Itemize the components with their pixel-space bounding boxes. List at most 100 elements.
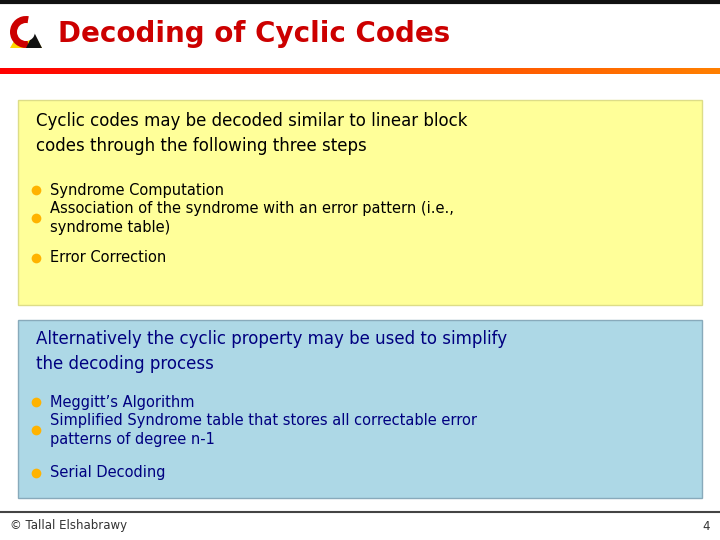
FancyBboxPatch shape bbox=[420, 68, 423, 74]
FancyBboxPatch shape bbox=[708, 68, 711, 74]
FancyBboxPatch shape bbox=[286, 68, 288, 74]
FancyBboxPatch shape bbox=[418, 68, 420, 74]
FancyBboxPatch shape bbox=[60, 68, 63, 74]
FancyBboxPatch shape bbox=[374, 68, 377, 74]
FancyBboxPatch shape bbox=[149, 68, 151, 74]
FancyBboxPatch shape bbox=[34, 68, 36, 74]
FancyBboxPatch shape bbox=[9, 68, 12, 74]
FancyBboxPatch shape bbox=[631, 68, 634, 74]
FancyBboxPatch shape bbox=[482, 68, 485, 74]
FancyBboxPatch shape bbox=[480, 68, 482, 74]
FancyBboxPatch shape bbox=[466, 68, 468, 74]
FancyBboxPatch shape bbox=[91, 68, 94, 74]
FancyBboxPatch shape bbox=[569, 68, 571, 74]
FancyBboxPatch shape bbox=[199, 68, 202, 74]
FancyBboxPatch shape bbox=[607, 68, 610, 74]
Text: Alternatively the cyclic property may be used to simplify
the decoding process: Alternatively the cyclic property may be… bbox=[36, 330, 507, 373]
FancyBboxPatch shape bbox=[650, 68, 653, 74]
FancyBboxPatch shape bbox=[12, 68, 14, 74]
FancyBboxPatch shape bbox=[578, 68, 581, 74]
FancyBboxPatch shape bbox=[120, 68, 122, 74]
FancyBboxPatch shape bbox=[178, 68, 180, 74]
FancyBboxPatch shape bbox=[77, 68, 79, 74]
Text: Meggitt’s Algorithm: Meggitt’s Algorithm bbox=[50, 395, 194, 409]
FancyBboxPatch shape bbox=[549, 68, 552, 74]
FancyBboxPatch shape bbox=[0, 0, 720, 68]
FancyBboxPatch shape bbox=[396, 68, 398, 74]
FancyBboxPatch shape bbox=[43, 68, 45, 74]
FancyBboxPatch shape bbox=[410, 68, 413, 74]
FancyBboxPatch shape bbox=[675, 68, 677, 74]
FancyBboxPatch shape bbox=[113, 68, 115, 74]
FancyBboxPatch shape bbox=[161, 68, 163, 74]
FancyBboxPatch shape bbox=[639, 68, 641, 74]
FancyBboxPatch shape bbox=[624, 68, 626, 74]
FancyBboxPatch shape bbox=[86, 68, 89, 74]
FancyBboxPatch shape bbox=[567, 68, 569, 74]
FancyBboxPatch shape bbox=[94, 68, 96, 74]
FancyBboxPatch shape bbox=[677, 68, 679, 74]
FancyBboxPatch shape bbox=[513, 68, 516, 74]
FancyBboxPatch shape bbox=[300, 68, 302, 74]
FancyBboxPatch shape bbox=[233, 68, 235, 74]
FancyBboxPatch shape bbox=[158, 68, 161, 74]
FancyBboxPatch shape bbox=[19, 68, 22, 74]
FancyBboxPatch shape bbox=[617, 68, 619, 74]
FancyBboxPatch shape bbox=[626, 68, 629, 74]
FancyBboxPatch shape bbox=[326, 68, 329, 74]
FancyBboxPatch shape bbox=[142, 68, 144, 74]
FancyBboxPatch shape bbox=[171, 68, 173, 74]
FancyBboxPatch shape bbox=[106, 68, 108, 74]
FancyBboxPatch shape bbox=[317, 68, 319, 74]
FancyBboxPatch shape bbox=[660, 68, 662, 74]
FancyBboxPatch shape bbox=[693, 68, 696, 74]
FancyBboxPatch shape bbox=[166, 68, 168, 74]
FancyBboxPatch shape bbox=[718, 68, 720, 74]
FancyBboxPatch shape bbox=[101, 68, 103, 74]
FancyBboxPatch shape bbox=[283, 68, 286, 74]
FancyBboxPatch shape bbox=[475, 68, 477, 74]
FancyBboxPatch shape bbox=[686, 68, 689, 74]
FancyBboxPatch shape bbox=[293, 68, 295, 74]
FancyBboxPatch shape bbox=[209, 68, 211, 74]
FancyBboxPatch shape bbox=[18, 320, 702, 498]
FancyBboxPatch shape bbox=[235, 68, 238, 74]
FancyBboxPatch shape bbox=[96, 68, 99, 74]
FancyBboxPatch shape bbox=[329, 68, 331, 74]
FancyBboxPatch shape bbox=[713, 68, 715, 74]
FancyBboxPatch shape bbox=[218, 68, 221, 74]
FancyBboxPatch shape bbox=[137, 68, 139, 74]
FancyBboxPatch shape bbox=[315, 68, 317, 74]
FancyBboxPatch shape bbox=[302, 68, 305, 74]
FancyBboxPatch shape bbox=[667, 68, 670, 74]
FancyBboxPatch shape bbox=[502, 68, 504, 74]
FancyBboxPatch shape bbox=[45, 68, 48, 74]
FancyBboxPatch shape bbox=[552, 68, 554, 74]
FancyBboxPatch shape bbox=[358, 68, 360, 74]
FancyBboxPatch shape bbox=[477, 68, 480, 74]
FancyBboxPatch shape bbox=[470, 68, 473, 74]
FancyBboxPatch shape bbox=[648, 68, 650, 74]
FancyBboxPatch shape bbox=[266, 68, 269, 74]
FancyBboxPatch shape bbox=[48, 68, 50, 74]
FancyBboxPatch shape bbox=[621, 68, 624, 74]
FancyBboxPatch shape bbox=[151, 68, 153, 74]
FancyBboxPatch shape bbox=[679, 68, 682, 74]
FancyBboxPatch shape bbox=[130, 68, 132, 74]
FancyBboxPatch shape bbox=[509, 68, 511, 74]
FancyBboxPatch shape bbox=[473, 68, 475, 74]
FancyBboxPatch shape bbox=[672, 68, 675, 74]
FancyBboxPatch shape bbox=[377, 68, 379, 74]
FancyBboxPatch shape bbox=[274, 68, 276, 74]
Text: Association of the syndrome with an error pattern (i.e.,
syndrome table): Association of the syndrome with an erro… bbox=[50, 201, 454, 235]
FancyBboxPatch shape bbox=[634, 68, 636, 74]
Polygon shape bbox=[10, 20, 42, 48]
FancyBboxPatch shape bbox=[259, 68, 261, 74]
FancyBboxPatch shape bbox=[439, 68, 441, 74]
FancyBboxPatch shape bbox=[485, 68, 487, 74]
FancyBboxPatch shape bbox=[715, 68, 718, 74]
FancyBboxPatch shape bbox=[41, 68, 43, 74]
FancyBboxPatch shape bbox=[372, 68, 374, 74]
FancyBboxPatch shape bbox=[70, 68, 72, 74]
Text: Serial Decoding: Serial Decoding bbox=[50, 465, 166, 481]
